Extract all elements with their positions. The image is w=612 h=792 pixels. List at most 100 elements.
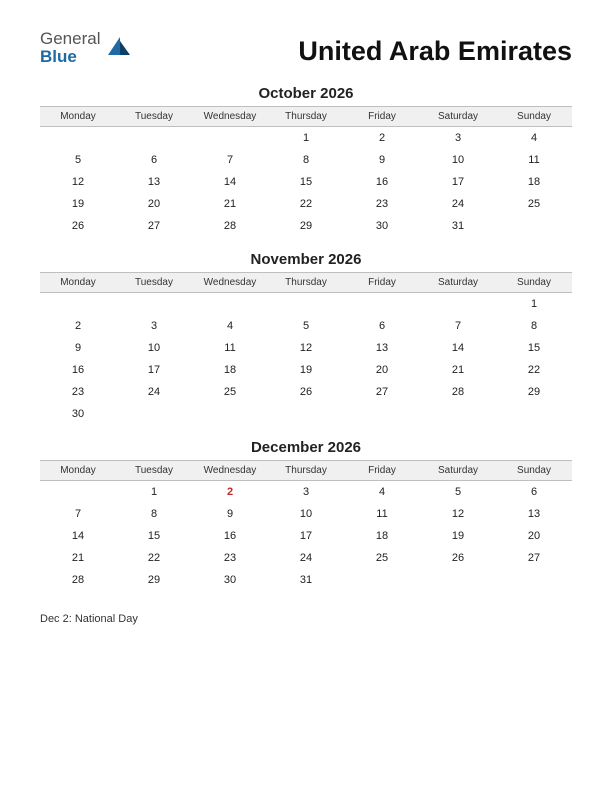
day-cell: 5 xyxy=(268,315,344,337)
day-cell: 20 xyxy=(344,359,420,381)
day-cell xyxy=(496,215,572,237)
weekday-header: Tuesday xyxy=(116,461,192,481)
day-cell xyxy=(116,403,192,425)
day-cell: 27 xyxy=(344,381,420,403)
day-cell xyxy=(116,127,192,150)
day-cell: 8 xyxy=(116,503,192,525)
day-cell: 8 xyxy=(268,149,344,171)
table-row: 123456 xyxy=(40,481,572,504)
holiday-notes: Dec 2: National Day xyxy=(40,613,572,625)
weekday-header: Sunday xyxy=(496,107,572,127)
day-cell: 24 xyxy=(420,193,496,215)
weekday-header: Wednesday xyxy=(192,461,268,481)
day-cell: 13 xyxy=(116,171,192,193)
table-row: 28293031 xyxy=(40,569,572,591)
day-cell: 16 xyxy=(192,525,268,547)
day-cell: 15 xyxy=(496,337,572,359)
day-cell: 9 xyxy=(192,503,268,525)
weekday-header: Friday xyxy=(344,107,420,127)
day-cell: 20 xyxy=(116,193,192,215)
day-cell: 19 xyxy=(40,193,116,215)
day-cell: 10 xyxy=(268,503,344,525)
day-cell: 23 xyxy=(344,193,420,215)
day-cell: 6 xyxy=(344,315,420,337)
day-cell: 21 xyxy=(420,359,496,381)
day-cell: 18 xyxy=(344,525,420,547)
logo-text: General Blue xyxy=(40,30,100,66)
day-cell: 17 xyxy=(420,171,496,193)
day-cell: 21 xyxy=(40,547,116,569)
weekday-header: Sunday xyxy=(496,461,572,481)
calendar-block: October 2026MondayTuesdayWednesdayThursd… xyxy=(40,85,572,237)
day-cell: 1 xyxy=(116,481,192,504)
table-row: 16171819202122 xyxy=(40,359,572,381)
day-cell: 23 xyxy=(192,547,268,569)
day-cell: 2 xyxy=(344,127,420,150)
day-cell: 25 xyxy=(192,381,268,403)
day-cell: 7 xyxy=(420,315,496,337)
calendar-table: MondayTuesdayWednesdayThursdayFridaySatu… xyxy=(40,106,572,237)
logo-word-general: General xyxy=(40,29,100,48)
day-cell xyxy=(268,293,344,316)
day-cell: 12 xyxy=(420,503,496,525)
month-title: December 2026 xyxy=(40,439,572,456)
logo-mark-icon xyxy=(106,33,132,64)
day-cell xyxy=(420,569,496,591)
day-cell: 2 xyxy=(40,315,116,337)
day-cell: 19 xyxy=(420,525,496,547)
weekday-header: Monday xyxy=(40,273,116,293)
day-cell: 26 xyxy=(268,381,344,403)
day-cell: 29 xyxy=(116,569,192,591)
day-cell xyxy=(116,293,192,316)
table-row: 23242526272829 xyxy=(40,381,572,403)
day-cell: 14 xyxy=(420,337,496,359)
day-cell: 27 xyxy=(496,547,572,569)
day-cell: 31 xyxy=(268,569,344,591)
table-row: 12131415161718 xyxy=(40,171,572,193)
weekday-header: Thursday xyxy=(268,273,344,293)
day-cell xyxy=(268,403,344,425)
day-cell: 1 xyxy=(496,293,572,316)
day-cell: 30 xyxy=(344,215,420,237)
day-cell: 31 xyxy=(420,215,496,237)
table-row: 78910111213 xyxy=(40,503,572,525)
day-cell: 6 xyxy=(496,481,572,504)
day-cell xyxy=(496,403,572,425)
day-cell: 12 xyxy=(268,337,344,359)
day-cell: 18 xyxy=(496,171,572,193)
day-cell: 20 xyxy=(496,525,572,547)
day-cell: 3 xyxy=(268,481,344,504)
table-row: 30 xyxy=(40,403,572,425)
day-cell: 26 xyxy=(420,547,496,569)
day-cell: 17 xyxy=(268,525,344,547)
day-cell: 11 xyxy=(344,503,420,525)
day-cell: 25 xyxy=(344,547,420,569)
day-cell: 4 xyxy=(496,127,572,150)
table-row: 21222324252627 xyxy=(40,547,572,569)
day-cell: 27 xyxy=(116,215,192,237)
day-cell: 9 xyxy=(344,149,420,171)
day-cell: 28 xyxy=(192,215,268,237)
day-cell: 16 xyxy=(344,171,420,193)
day-cell: 26 xyxy=(40,215,116,237)
day-cell: 11 xyxy=(192,337,268,359)
day-cell xyxy=(420,403,496,425)
calendar-table: MondayTuesdayWednesdayThursdayFridaySatu… xyxy=(40,272,572,425)
weekday-header: Tuesday xyxy=(116,107,192,127)
day-cell: 9 xyxy=(40,337,116,359)
table-row: 1 xyxy=(40,293,572,316)
weekday-header: Friday xyxy=(344,461,420,481)
weekday-header: Saturday xyxy=(420,273,496,293)
day-cell xyxy=(192,403,268,425)
table-row: 567891011 xyxy=(40,149,572,171)
day-cell: 21 xyxy=(192,193,268,215)
day-cell: 3 xyxy=(116,315,192,337)
calendar-table: MondayTuesdayWednesdayThursdayFridaySatu… xyxy=(40,460,572,591)
day-cell: 5 xyxy=(40,149,116,171)
day-cell xyxy=(496,569,572,591)
day-cell: 10 xyxy=(420,149,496,171)
weekday-header: Saturday xyxy=(420,461,496,481)
weekday-header: Thursday xyxy=(268,461,344,481)
day-cell xyxy=(344,569,420,591)
table-row: 9101112131415 xyxy=(40,337,572,359)
